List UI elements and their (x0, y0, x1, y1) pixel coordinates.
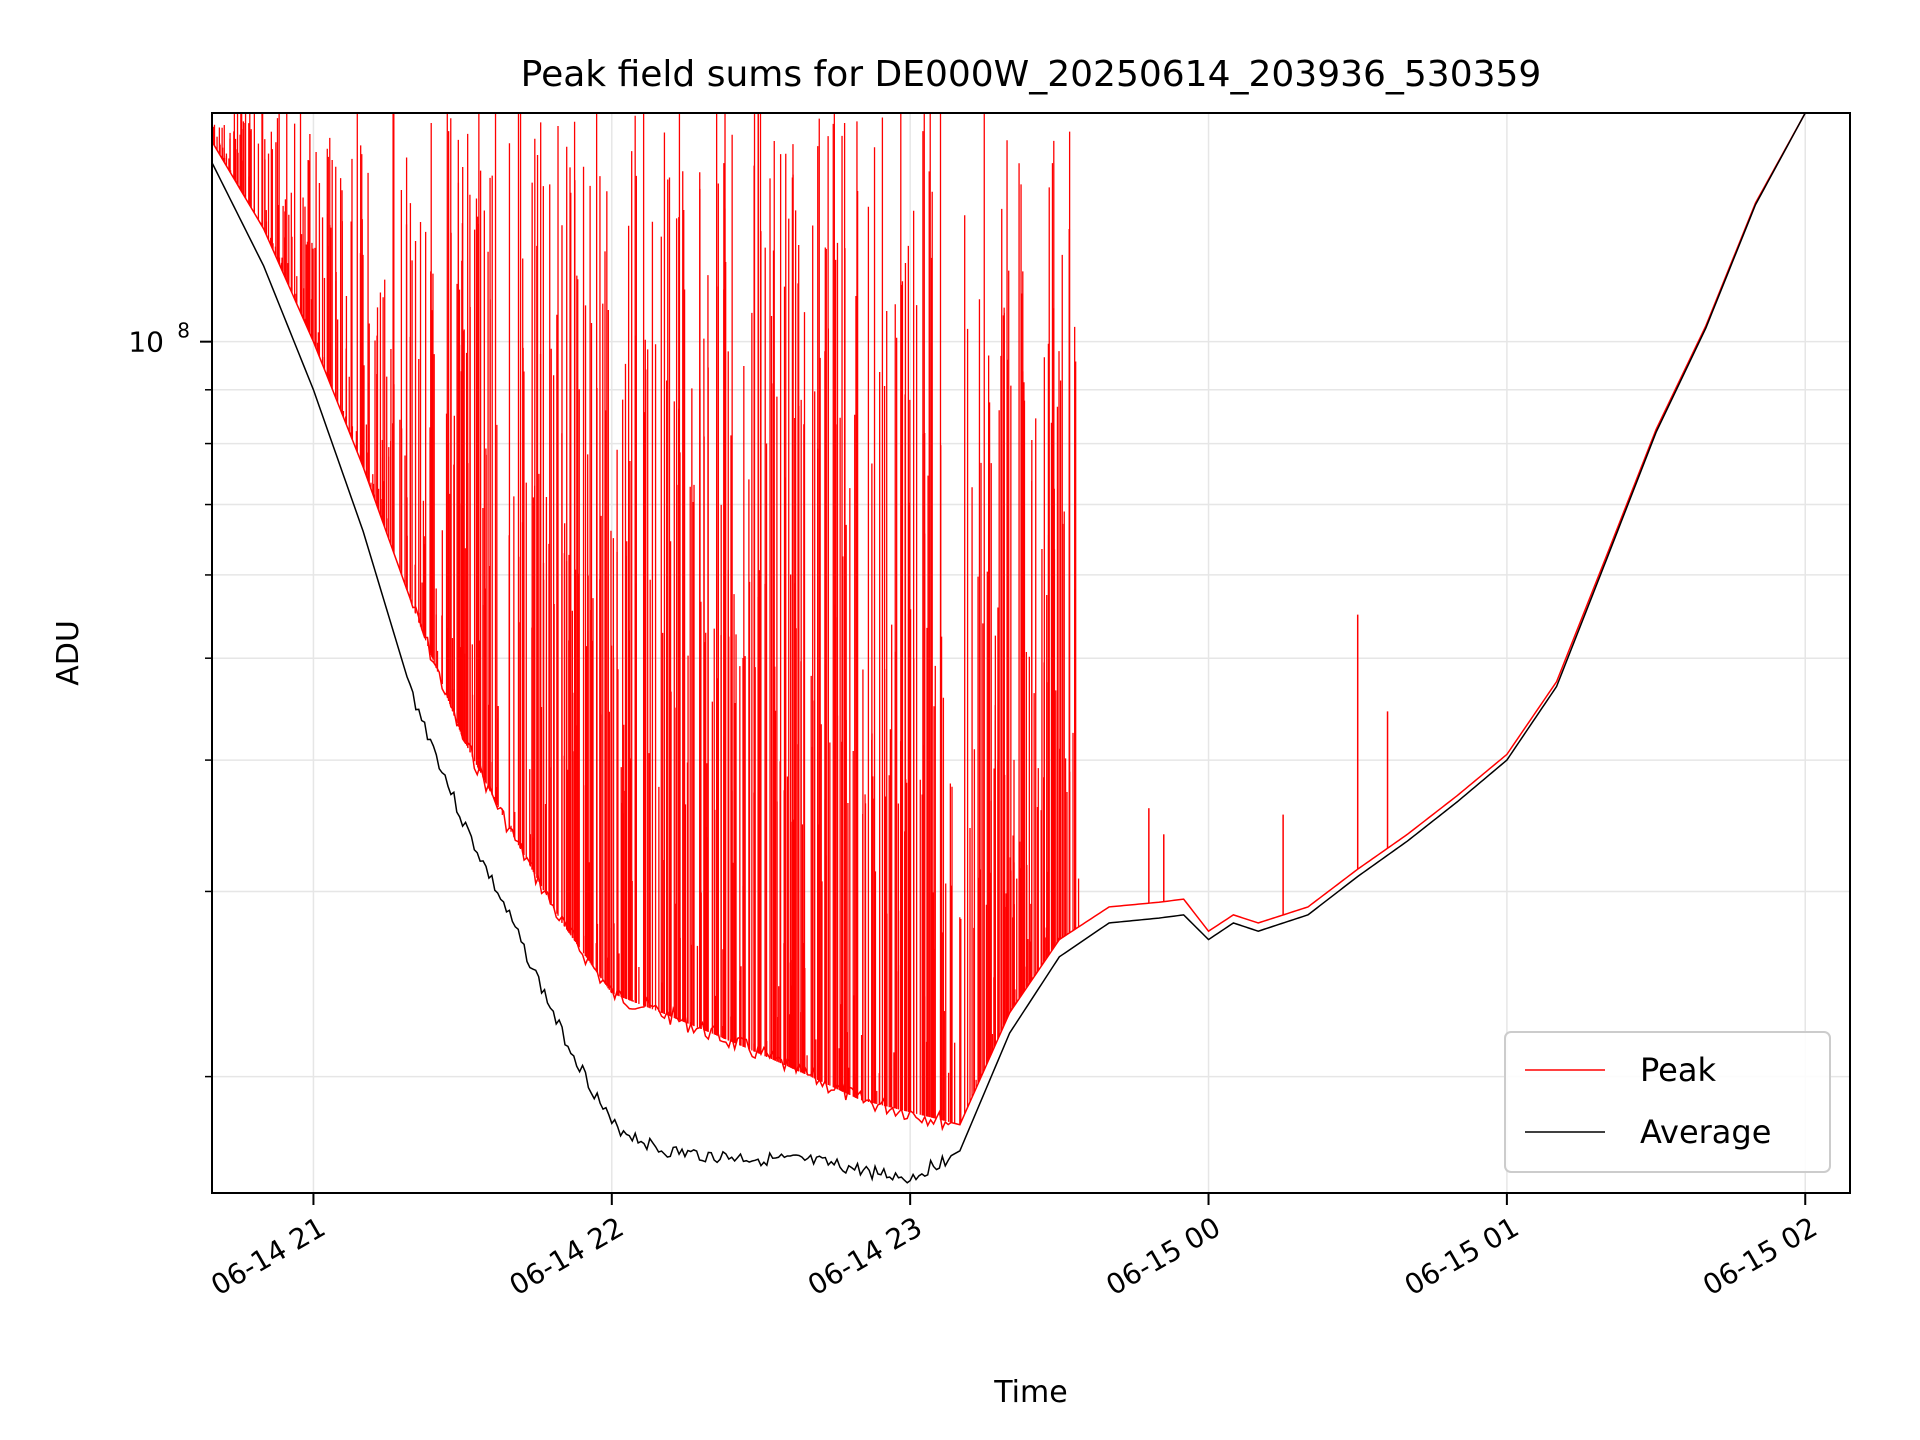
series-line-peak (211, 112, 1850, 1132)
series-line-average (211, 112, 1850, 1184)
axes-frame (211, 112, 1851, 1194)
legend-label-average: Average (1640, 1113, 1771, 1151)
y-tick-label: 10 (128, 326, 164, 359)
grid (212, 113, 1850, 1193)
chart-title: Peak field sums for DE000W_20250614_2039… (521, 54, 1542, 95)
x-axis-label: Time (993, 1375, 1067, 1410)
y-tick-label-exponent: 8 (177, 319, 190, 343)
legend-box (1504, 1031, 1831, 1173)
legend: Peak Average (1504, 1031, 1831, 1173)
plot-area (211, 112, 1850, 1184)
y-axis-label: ADU (51, 620, 86, 686)
legend-label-peak: Peak (1640, 1051, 1716, 1089)
